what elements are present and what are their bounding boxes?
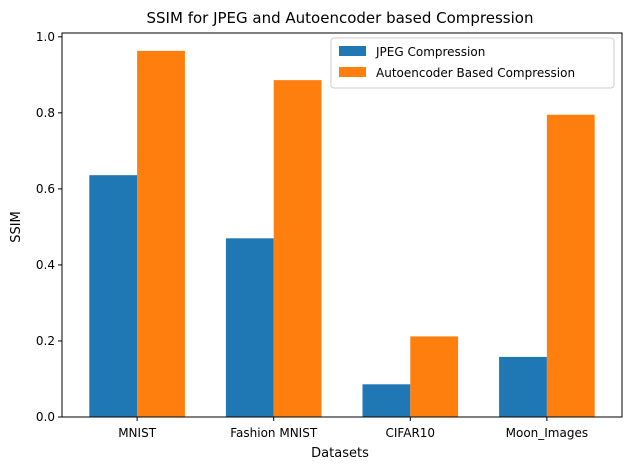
y-tick-label: 1.0 (36, 30, 55, 44)
legend-label: JPEG Compression (375, 45, 485, 59)
legend-box (330, 37, 615, 89)
x-axis-label: Datasets (311, 446, 369, 461)
axes-layer: 0.0 0.2 0.4 0.6 0.8 1.0 MNIST Fashion MNIST CIFA… (36, 30, 623, 440)
x-tick-label: MNIST (118, 426, 156, 440)
chart-title: SSIM for JPEG and Autoencoder based Comp… (147, 9, 534, 27)
bar-0-1 (225, 238, 274, 417)
legend-label: Autoencoder Based Compression (376, 66, 575, 80)
x-tick-label: Fashion MNIST (230, 426, 318, 440)
legend-swatch (339, 67, 366, 77)
bar-1-1 (273, 80, 322, 417)
y-tick-label: 0.4 (36, 258, 55, 272)
bar-1-0 (137, 50, 185, 417)
plot-frame (61, 32, 623, 418)
y-tick-label: 0.8 (36, 106, 55, 120)
bar-0-2 (362, 384, 411, 417)
y-tick-label: 0.0 (36, 410, 55, 424)
legend: JPEG Compression Autoencoder Based Compre… (330, 37, 615, 89)
bar-0-3 (499, 356, 547, 417)
bar-1-3 (546, 114, 595, 417)
y-tick-label: 0.2 (36, 334, 55, 348)
x-tick-label: CIFAR10 (386, 426, 436, 440)
bar-1-2 (410, 336, 459, 417)
bar-0-0 (89, 175, 138, 417)
legend-swatch (339, 46, 366, 56)
x-tick-label: Moon_Images (506, 426, 588, 440)
bars-layer (89, 50, 595, 417)
y-axis-label: SSIM (9, 211, 24, 243)
y-tick-label: 0.6 (36, 182, 55, 196)
